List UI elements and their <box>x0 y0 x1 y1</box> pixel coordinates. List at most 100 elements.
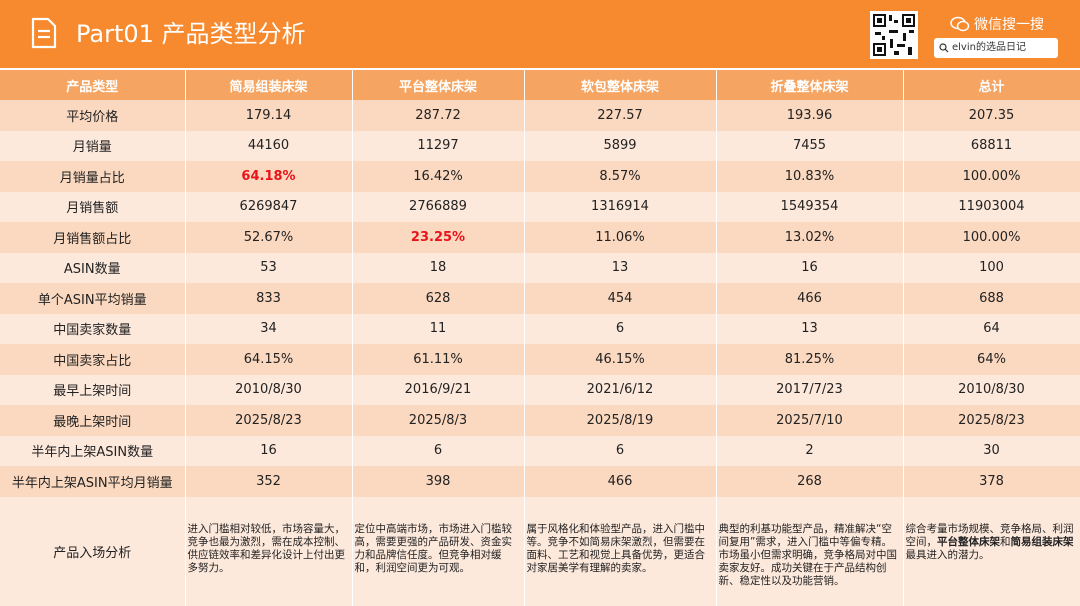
table-cell: 11903004 <box>903 191 1080 222</box>
table-cell: 100 <box>903 252 1080 283</box>
table-row: 中国卖家占比 64.15% 61.11% 46.15% 81.25% 64% <box>0 344 1080 375</box>
table-cell: 268 <box>716 466 904 497</box>
analysis-text: 定位中高端市场，市场进入门槛较高，需要更强的产品研发、资金实力和品牌信任度。但竞… <box>354 522 513 574</box>
column-header: 折叠整体床架 <box>716 70 904 100</box>
table-cell: 466 <box>716 283 904 314</box>
table-row: ASIN数量 53 18 13 16 100 <box>0 252 1080 283</box>
search-icon <box>939 43 949 53</box>
table-cell: 23.25% <box>352 222 525 253</box>
table-row: 最晚上架时间 2025/8/23 2025/8/3 2025/8/19 2025/7/1… <box>0 405 1080 436</box>
table-cell: 2 <box>716 435 904 466</box>
table-row: 月销量 44160 11297 5899 7455 68811 <box>0 130 1080 161</box>
table-cell: 16.42% <box>352 161 525 192</box>
table-cell: 628 <box>352 283 525 314</box>
search-box[interactable]: elvin的选品日记 <box>934 38 1058 58</box>
emphasis-text: 平台整体床架 <box>937 535 1000 548</box>
row-header: 半年内上架ASIN数量 <box>0 435 186 466</box>
analysis-row: 产品入场分析 进入门槛相对较低，市场容量大，竞争也最为激烈，需在成本控制、供应链效… <box>0 496 1080 606</box>
comparison-table: 产品类型 简易组装床架 平台整体床架 软包整体床架 折叠整体床架 总计 平均价格 179.1… <box>0 70 1080 606</box>
row-header: 中国卖家数量 <box>0 313 186 344</box>
row-header: 最晚上架时间 <box>0 405 186 436</box>
row-header: 月销量占比 <box>0 161 186 192</box>
table-cell: 2766889 <box>352 191 525 222</box>
table-cell: 2025/8/23 <box>185 405 353 436</box>
analysis-cell: 定位中高端市场，市场进入门槛较高，需要更强的产品研发、资金实力和品牌信任度。但竞… <box>352 496 525 606</box>
table-row: 月销售额占比 52.67% 23.25% 11.06% 13.02% 100.00% <box>0 222 1080 253</box>
table-row: 中国卖家数量 34 11 6 13 64 <box>0 313 1080 344</box>
table-cell: 2025/8/3 <box>352 405 525 436</box>
table-cell: 10.83% <box>716 161 904 192</box>
row-header: 月销量 <box>0 130 186 161</box>
row-header: ASIN数量 <box>0 252 186 283</box>
table-cell: 64.18% <box>185 161 353 192</box>
table-cell: 68811 <box>903 130 1080 161</box>
row-header: 产品入场分析 <box>0 496 186 606</box>
table-cell: 44160 <box>185 130 353 161</box>
row-header: 平均价格 <box>0 100 186 131</box>
column-header: 总计 <box>903 70 1080 100</box>
table-cell: 64 <box>903 313 1080 344</box>
table-cell: 2021/6/12 <box>524 374 717 405</box>
table-cell: 2025/7/10 <box>716 405 904 436</box>
column-header: 平台整体床架 <box>352 70 525 100</box>
emphasis-text: 简易组装床架 <box>1010 535 1074 548</box>
analysis-text: 最具进入的潜力。 <box>905 548 990 561</box>
table-cell: 227.57 <box>524 100 717 131</box>
table-cell: 5899 <box>524 130 717 161</box>
table-cell: 193.96 <box>716 100 904 131</box>
wechat-icon <box>950 16 970 32</box>
analysis-cell: 属于风格化和体验型产品，进入门槛中等。竞争不如简易床架激烈，但需要在面料、工艺和… <box>524 496 717 606</box>
row-header: 中国卖家占比 <box>0 344 186 375</box>
row-header: 月销售额占比 <box>0 222 186 253</box>
column-header: 软包整体床架 <box>524 70 717 100</box>
table-cell: 8.57% <box>524 161 717 192</box>
search-text: elvin的选品日记 <box>952 42 1026 53</box>
table-cell: 64.15% <box>185 344 353 375</box>
column-header: 简易组装床架 <box>185 70 353 100</box>
table-cell: 287.72 <box>352 100 525 131</box>
header-bar: Part01 产品类型分析 微信搜一搜 elvin的选品日记 <box>0 0 1080 68</box>
analysis-text: 典型的利基功能型产品，精准解决“空间复用”需求，进入门槛中等偏专精。市场虽小但需… <box>718 522 898 587</box>
table-cell: 100.00% <box>903 222 1080 253</box>
table-cell: 2017/7/23 <box>716 374 904 405</box>
document-icon <box>31 17 57 49</box>
wechat-search-text: 微信搜一搜 <box>974 17 1044 33</box>
table-cell: 13.02% <box>716 222 904 253</box>
table-cell: 11.06% <box>524 222 717 253</box>
table-row: 平均价格 179.14 287.72 227.57 193.96 207.35 <box>0 100 1080 131</box>
table-cell: 2025/8/23 <box>903 405 1080 436</box>
table-cell: 179.14 <box>185 100 353 131</box>
table-cell: 2010/8/30 <box>185 374 353 405</box>
row-header: 月销售额 <box>0 191 186 222</box>
header-row: 产品类型 简易组装床架 平台整体床架 软包整体床架 折叠整体床架 总计 <box>0 70 1080 100</box>
table-cell: 53 <box>185 252 353 283</box>
table-cell: 1316914 <box>524 191 717 222</box>
table-cell: 34 <box>185 313 353 344</box>
table-cell: 2025/8/19 <box>524 405 717 436</box>
analysis-cell: 进入门槛相对较低，市场容量大，竞争也最为激烈，需在成本控制、供应链效率和差异化设… <box>185 496 353 606</box>
table-cell: 46.15% <box>524 344 717 375</box>
table-cell: 2016/9/21 <box>352 374 525 405</box>
table-cell: 378 <box>903 466 1080 497</box>
table-row: 最早上架时间 2010/8/30 2016/9/21 2021/6/12 2017/7/… <box>0 374 1080 405</box>
table-cell: 7455 <box>716 130 904 161</box>
table-cell: 16 <box>185 435 353 466</box>
analysis-text: 属于风格化和体验型产品，进入门槛中等。竞争不如简易床架激烈，但需要在面料、工艺和… <box>526 522 706 574</box>
page-title: Part01 产品类型分析 <box>76 20 306 48</box>
table-cell: 64% <box>903 344 1080 375</box>
table-cell: 352 <box>185 466 353 497</box>
table-cell: 398 <box>352 466 525 497</box>
row-header: 单个ASIN平均销量 <box>0 283 186 314</box>
analysis-cell: 综合考量市场规模、竞争格局、利润空间，平台整体床架和简易组装床架最具进入的潜力。 <box>903 496 1080 606</box>
table-cell: 30 <box>903 435 1080 466</box>
analysis-text: 进入门槛相对较低，市场容量大，竞争也最为激烈，需在成本控制、供应链效率和差异化设… <box>187 522 346 574</box>
table-cell: 11 <box>352 313 525 344</box>
column-header: 产品类型 <box>0 70 186 100</box>
table-cell: 207.35 <box>903 100 1080 131</box>
table-cell: 688 <box>903 283 1080 314</box>
table-cell: 61.11% <box>352 344 525 375</box>
table-row: 月销量占比 64.18% 16.42% 8.57% 10.83% 100.00% <box>0 161 1080 192</box>
table-row: 月销售额 6269847 2766889 1316914 1549354 11903004 <box>0 191 1080 222</box>
table-cell: 13 <box>524 252 717 283</box>
